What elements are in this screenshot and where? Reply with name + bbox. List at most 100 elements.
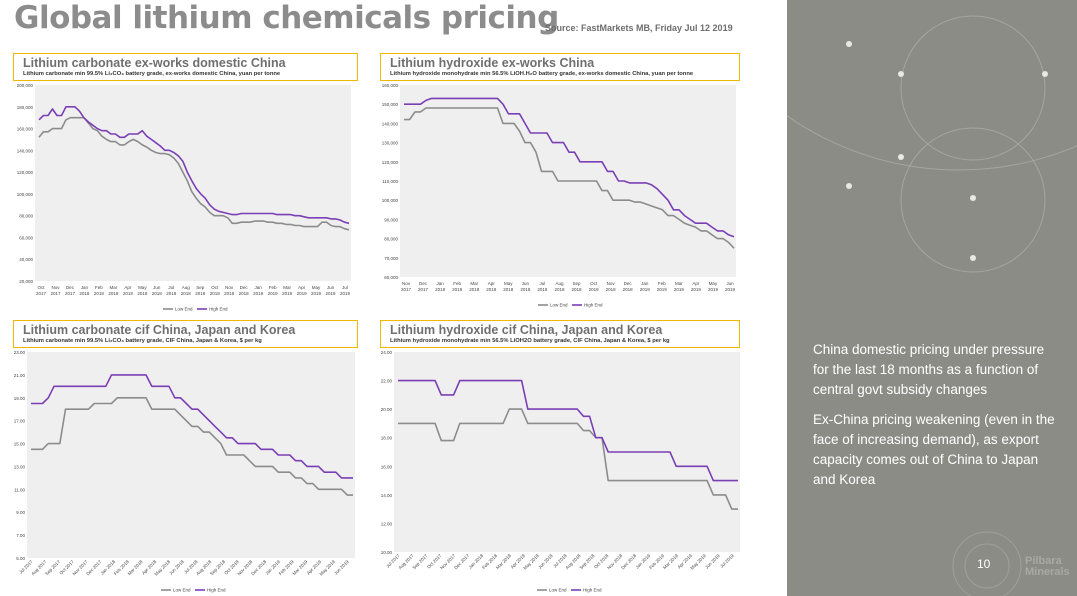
side-panel: China domestic pricing under pressure fo… — [787, 0, 1077, 596]
x-tick-label: Sep — [196, 285, 205, 290]
x-tick-year: 2018 — [589, 287, 600, 292]
x-tick-label: Jun 2019 — [704, 553, 721, 570]
bullet-china-domestic: China domestic pricing under pressure fo… — [813, 342, 1045, 397]
series-line-high-end — [404, 97, 735, 238]
x-tick-year: 2018 — [486, 287, 497, 292]
y-tick-label: 10.00 — [381, 550, 393, 555]
x-tick-year: 2017 — [418, 287, 429, 292]
plot-area — [394, 352, 740, 552]
decorative-circles — [787, 15, 1077, 596]
x-tick-year: 2019 — [640, 287, 651, 292]
source-note: Source: FastMarkets MB, Friday Jul 12 20… — [545, 23, 733, 33]
y-tick-label: 13.00 — [14, 464, 26, 469]
x-tick-year: 2019 — [282, 291, 293, 296]
chart-carbonate-china: Lithium carbonate ex-works domestic Chin… — [13, 53, 358, 312]
x-tick-label: Nov — [402, 281, 411, 286]
series-line-high-end — [398, 379, 738, 482]
y-tick-label: 80,000 — [384, 237, 398, 242]
y-tick-label: 20,000 — [19, 279, 33, 284]
line-chart: 20,000 40,000 60,000 80,000 100,000 120,000 14… — [17, 83, 351, 312]
chart-subtitle: Lithium hydroxide monohydrate min 56.5% … — [390, 71, 694, 77]
x-tick-label: Jan — [81, 285, 89, 290]
x-tick-year: 2018 — [503, 287, 514, 292]
y-tick-label: 11.00 — [14, 487, 25, 492]
x-tick-label: Mar — [110, 285, 118, 290]
x-tick-year: 2018 — [108, 291, 119, 296]
y-tick-label: 140,000 — [382, 121, 399, 126]
x-tick-year: 2018 — [137, 291, 148, 296]
chart-subtitle: Lithium hydroxide monohydrate min 56.5% … — [390, 338, 670, 344]
x-tick-label: Dec — [66, 285, 75, 290]
y-tick-label: 150,000 — [382, 102, 399, 107]
x-tick-label: Aug — [182, 285, 191, 290]
x-tick-label: Jul — [540, 281, 546, 286]
y-tick-label: 100,000 — [17, 192, 34, 197]
line-chart: 10.00 12.00 14.00 16.00 18.00 20.00 22.00 24.00… — [381, 350, 740, 593]
x-tick-year: 2018 — [224, 291, 235, 296]
legend-label: High End — [584, 303, 603, 308]
x-tick-year: 2018 — [79, 291, 90, 296]
x-tick-label: Feb — [269, 285, 277, 290]
x-tick-year: 2018 — [94, 291, 105, 296]
x-tick-year: 2019 — [708, 287, 719, 292]
x-tick-year: 2019 — [326, 291, 337, 296]
y-tick-label: 22.00 — [381, 379, 393, 384]
x-tick-label: Nov — [51, 285, 60, 290]
y-tick-label: 60,000 — [384, 275, 398, 280]
x-tick-year: 2018 — [181, 291, 192, 296]
chart-title: Lithium hydroxide cif China, Japan and K… — [390, 323, 663, 337]
x-tick-label: Jun — [153, 285, 161, 290]
x-tick-year: 2019 — [340, 291, 351, 296]
x-tick-label: Apr — [298, 285, 306, 290]
x-tick-year: 2019 — [691, 287, 702, 292]
x-tick-label: Aug — [555, 281, 564, 286]
y-tick-label: 19.00 — [14, 396, 26, 401]
x-tick-year: 2018 — [623, 287, 634, 292]
y-tick-label: 200,000 — [17, 83, 34, 88]
y-tick-label: 160,000 — [382, 83, 399, 88]
y-tick-label: 120,000 — [17, 170, 34, 175]
x-tick-year: 2019 — [657, 287, 668, 292]
y-tick-label: 40,000 — [19, 257, 33, 262]
x-tick-year: 2018 — [166, 291, 177, 296]
x-tick-label: Apr — [692, 281, 700, 286]
line-chart: 5.00 7.00 9.00 11.00 13.00 15.00 17.00 19.00 21.… — [14, 350, 355, 593]
series-line-low-end — [38, 116, 350, 231]
x-tick-year: 2017 — [65, 291, 76, 296]
series-line-high-end — [38, 105, 350, 225]
x-tick-year: 2019 — [674, 287, 685, 292]
x-tick-label: Feb — [453, 281, 461, 286]
x-tick-year: 2019 — [725, 287, 736, 292]
page-number: 10 — [977, 557, 991, 571]
x-tick-label: Mar — [283, 285, 291, 290]
x-tick-label: Dec — [419, 281, 428, 286]
x-tick-label: Mar — [470, 281, 478, 286]
x-tick-label: Apr — [488, 281, 496, 286]
y-tick-label: 120,000 — [382, 160, 399, 165]
legend-label: Low End — [173, 588, 191, 593]
x-tick-year: 2018 — [195, 291, 206, 296]
y-tick-label: 24.00 — [381, 350, 393, 355]
x-tick-label: May — [504, 281, 513, 286]
x-tick-year: 2018 — [210, 291, 221, 296]
y-tick-label: 70,000 — [384, 256, 398, 261]
x-tick-label: Mar — [675, 281, 683, 286]
legend-label: Low End — [549, 588, 567, 593]
chart-title: Lithium carbonate cif China, Japan and K… — [23, 323, 296, 337]
y-tick-label: 130,000 — [382, 141, 399, 146]
chart-carbonate-cif: Lithium carbonate cif China, Japan and K… — [13, 320, 358, 593]
y-tick-label: 21.00 — [14, 373, 26, 378]
x-tick-label: Jan — [641, 281, 649, 286]
y-tick-label: 90,000 — [384, 217, 398, 222]
logo-line2: Minerals — [1025, 566, 1070, 578]
chart-hydroxide-cif: Lithium hydroxide cif China, Japan and K… — [380, 320, 740, 593]
legend-label: High End — [207, 588, 226, 593]
series-line-low-end — [404, 107, 735, 249]
x-tick-label: Nov — [225, 285, 234, 290]
x-tick-year: 2018 — [554, 287, 565, 292]
y-tick-label: 18.00 — [381, 436, 393, 441]
x-tick-year: 2018 — [520, 287, 531, 292]
chart-header: Lithium carbonate cif China, Japan and K… — [13, 320, 358, 348]
x-tick-year: 2019 — [297, 291, 308, 296]
plot-area — [27, 352, 355, 558]
